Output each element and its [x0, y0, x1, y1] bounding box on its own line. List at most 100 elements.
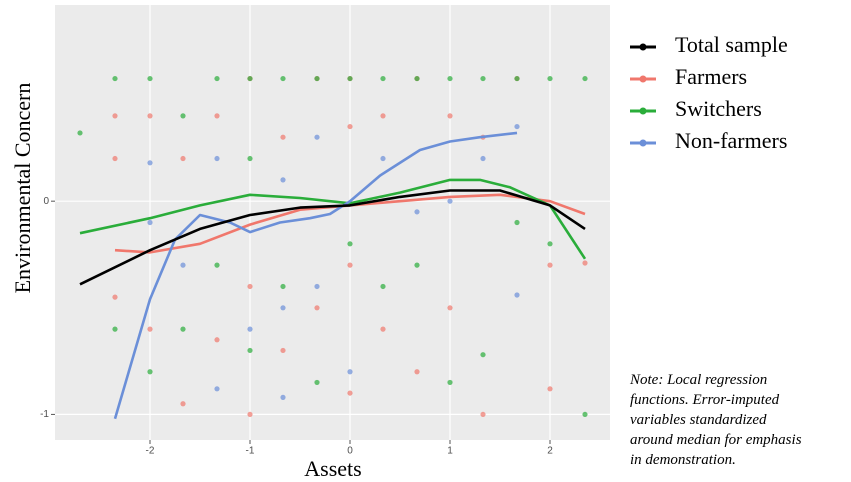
- data-point: [547, 241, 553, 247]
- data-point: [112, 326, 118, 332]
- data-point: [347, 369, 353, 375]
- data-point: [112, 113, 118, 119]
- legend-label: Non-farmers: [675, 128, 787, 153]
- data-point: [180, 262, 186, 268]
- x-tick-label: -1: [246, 446, 255, 457]
- data-point: [447, 198, 453, 204]
- data-point: [514, 219, 520, 226]
- legend-swatch-dot: [639, 107, 647, 115]
- data-point: [347, 123, 353, 130]
- data-point: [214, 386, 220, 392]
- data-point: [247, 283, 253, 290]
- data-point: [314, 283, 320, 290]
- data-point: [314, 134, 320, 140]
- note-line: functions. Error-imputed: [630, 392, 780, 408]
- data-point: [582, 411, 588, 418]
- data-point: [180, 155, 186, 162]
- data-point: [180, 326, 186, 332]
- data-point: [247, 347, 253, 354]
- data-point: [547, 262, 553, 268]
- data-point: [582, 75, 588, 82]
- data-point: [414, 262, 420, 268]
- data-point: [414, 369, 420, 375]
- data-point: [280, 347, 286, 354]
- data-point: [280, 394, 286, 400]
- data-point: [314, 75, 320, 82]
- x-tick-label: 0: [347, 446, 353, 457]
- data-point: [214, 155, 220, 162]
- data-point: [447, 305, 453, 311]
- data-point: [480, 155, 486, 162]
- data-point: [147, 326, 153, 332]
- data-point: [414, 209, 420, 215]
- data-point: [347, 241, 353, 247]
- note-line: in demonstration.: [630, 452, 736, 468]
- data-point: [280, 305, 286, 311]
- plot-background: [55, 5, 610, 440]
- data-point: [514, 75, 520, 82]
- y-tick-label: 0: [43, 196, 49, 207]
- data-point: [280, 283, 286, 290]
- data-point: [77, 130, 83, 136]
- data-point: [214, 337, 220, 343]
- note-line: around median for emphasis: [630, 432, 802, 448]
- data-point: [147, 369, 153, 375]
- x-tick-label: 1: [447, 446, 453, 457]
- x-axis-title: Assets: [304, 456, 361, 481]
- data-point: [447, 75, 453, 82]
- data-point: [280, 75, 286, 82]
- data-point: [247, 411, 253, 418]
- data-point: [347, 75, 353, 82]
- legend-swatch-dot: [639, 43, 647, 51]
- data-point: [380, 113, 386, 119]
- data-point: [414, 75, 420, 82]
- data-point: [447, 113, 453, 119]
- data-point: [214, 262, 220, 268]
- data-point: [247, 75, 253, 82]
- smooth-line: [113, 131, 518, 420]
- data-point: [147, 113, 153, 119]
- data-point: [112, 75, 118, 82]
- data-point: [480, 352, 486, 358]
- smooth-line: [79, 189, 586, 286]
- data-point: [314, 305, 320, 311]
- data-point: [380, 155, 386, 162]
- data-point: [214, 75, 220, 82]
- x-tick-label: 2: [547, 446, 553, 457]
- data-point: [214, 113, 220, 119]
- data-point: [480, 75, 486, 82]
- legend-label: Total sample: [675, 32, 788, 57]
- data-point: [514, 292, 520, 298]
- data-point: [147, 219, 153, 226]
- data-point: [247, 326, 253, 332]
- legend-label: Switchers: [675, 96, 762, 121]
- y-axis-title: Environmental Concern: [10, 83, 35, 294]
- data-point: [147, 160, 153, 166]
- data-point: [380, 75, 386, 82]
- data-point: [480, 411, 486, 418]
- data-point: [112, 155, 118, 162]
- data-point: [347, 262, 353, 268]
- legend-label: Farmers: [675, 64, 747, 89]
- y-tick-label: -1: [40, 409, 49, 420]
- data-point: [280, 177, 286, 183]
- data-point: [180, 401, 186, 407]
- data-point: [380, 326, 386, 332]
- legend-swatch-dot: [639, 75, 647, 83]
- data-point: [347, 390, 353, 396]
- data-point: [514, 123, 520, 130]
- data-point: [247, 155, 253, 162]
- smooth-line: [79, 178, 587, 260]
- data-point: [147, 75, 153, 82]
- data-point: [582, 260, 588, 266]
- data-point: [380, 283, 386, 290]
- legend-swatch-dot: [639, 139, 647, 147]
- data-point: [547, 75, 553, 82]
- data-point: [280, 134, 286, 140]
- data-point: [180, 113, 186, 119]
- data-point: [314, 379, 320, 386]
- data-point: [447, 379, 453, 386]
- data-point: [112, 294, 118, 300]
- data-point: [547, 386, 553, 392]
